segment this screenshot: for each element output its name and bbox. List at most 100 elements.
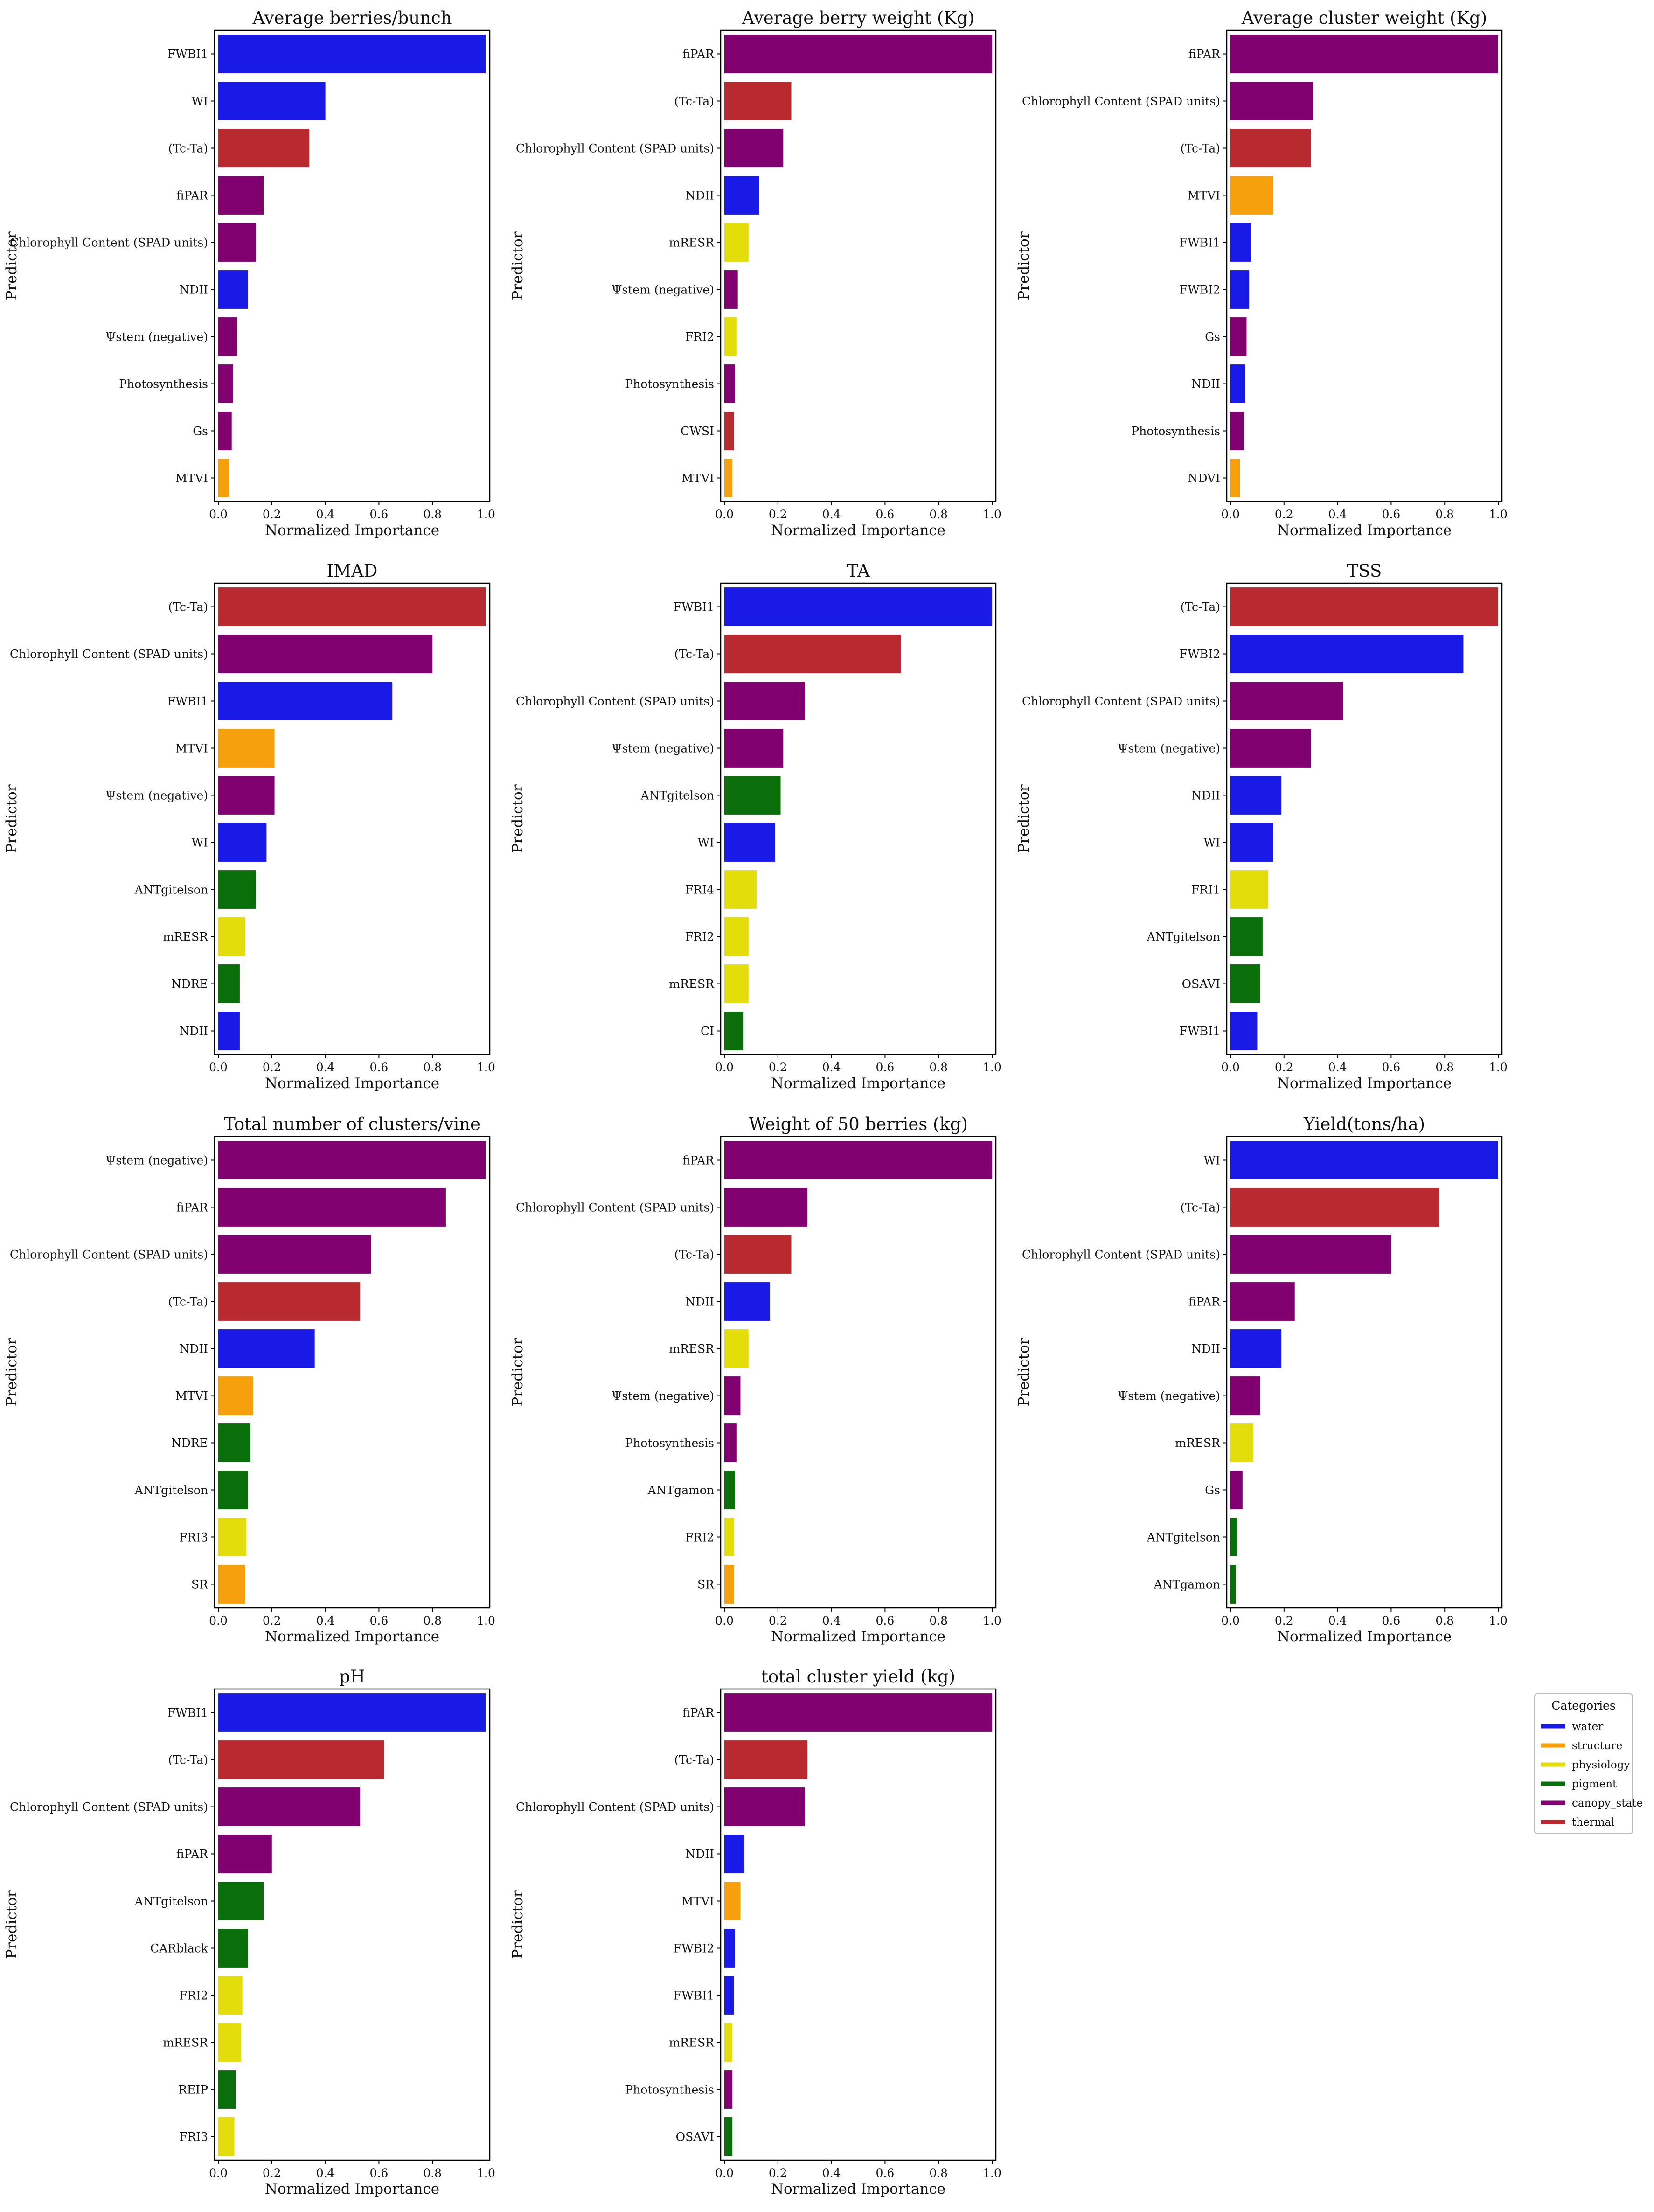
y-tick-label: Photosynthesis <box>1131 425 1220 438</box>
y-tick-label: NDII <box>685 1848 714 1861</box>
y-tick-label: Chlorophyll Content (SPAD units) <box>10 648 208 661</box>
x-tick-label: 0.2 <box>769 508 787 521</box>
bar <box>218 1976 243 2015</box>
chart-title: Average berries/bunch <box>252 8 452 28</box>
bar <box>218 270 248 309</box>
y-tick-label: FWBI2 <box>1180 283 1220 297</box>
legend-label: pigment <box>1572 1778 1617 1790</box>
y-tick-label: MTVI <box>1188 189 1220 202</box>
y-tick-label: CI <box>701 1025 714 1038</box>
bar <box>724 2117 733 2156</box>
x-axis-label: Normalized Importance <box>771 522 945 539</box>
bar <box>218 1012 240 1050</box>
y-tick-label: OSAVI <box>676 2130 714 2144</box>
bar <box>218 1835 272 1873</box>
bar <box>218 729 275 768</box>
axes-frame <box>720 1688 997 2161</box>
x-axis-label: Normalized Importance <box>265 1628 439 1645</box>
chart-panel: TA FWBI1 (Tc-Ta) Chlorophyll Content (SPAD … <box>509 561 1001 1092</box>
y-tick-label: NDII <box>179 1342 208 1356</box>
y-tick-label: mRESR <box>1175 1437 1221 1450</box>
bar <box>1230 176 1273 215</box>
y-tick-label: (Tc-Ta) <box>1181 600 1220 614</box>
y-tick-label: SR <box>191 1578 208 1591</box>
bar <box>218 1518 247 1556</box>
x-tick-label: 0.2 <box>1275 1614 1293 1627</box>
bar <box>724 1518 734 1556</box>
bar <box>1230 1282 1295 1321</box>
x-tick-label: 1.0 <box>983 508 1001 521</box>
chart-title: Total number of clusters/vine <box>224 1114 480 1134</box>
bar <box>724 776 781 815</box>
x-tick-label: 0.0 <box>209 1061 228 1074</box>
x-tick-label: 1.0 <box>1489 1061 1508 1074</box>
y-tick-label: Gs <box>1205 1484 1220 1497</box>
bar <box>218 1188 446 1227</box>
y-tick-label: mRESR <box>163 930 208 944</box>
y-tick-label: FWBI1 <box>1180 1025 1220 1038</box>
bar <box>1230 1329 1282 1368</box>
bar <box>218 364 233 403</box>
bar <box>1230 1518 1237 1556</box>
y-tick-label: FRI1 <box>1191 883 1220 897</box>
bar <box>1230 1235 1391 1274</box>
y-tick-label: (Tc-Ta) <box>674 648 714 661</box>
x-tick-label: 0.0 <box>715 2166 734 2180</box>
y-axis-label: Predictor <box>509 1890 526 1959</box>
y-tick-label: FWBI1 <box>167 48 208 61</box>
x-tick-label: 0.0 <box>209 508 228 521</box>
bar <box>218 129 310 167</box>
chart-panel: Total number of clusters/vine Ψstem (nega… <box>3 1114 495 1645</box>
bar <box>1230 1188 1439 1227</box>
bar <box>724 129 784 167</box>
bar <box>724 1565 734 1604</box>
bar <box>724 1929 735 1968</box>
bar <box>218 1740 384 1779</box>
bar <box>724 35 992 73</box>
y-axis-label: Predictor <box>509 1338 526 1406</box>
y-tick-label: Ψstem (negative) <box>105 330 208 344</box>
bar <box>218 964 240 1003</box>
bar <box>218 776 275 815</box>
x-tick-label: 0.6 <box>370 1061 389 1074</box>
bar <box>218 1693 486 1732</box>
x-tick-label: 0.8 <box>929 1614 948 1627</box>
y-tick-label: ANTgitelson <box>640 789 714 802</box>
y-tick-label: Chlorophyll Content (SPAD units) <box>516 1201 714 1214</box>
y-tick-label: FWBI1 <box>167 695 208 708</box>
y-axis-label: Predictor <box>1015 1338 1032 1406</box>
y-tick-label: mRESR <box>163 2036 208 2050</box>
bar <box>218 2070 236 2109</box>
y-tick-label: FRI2 <box>179 1989 208 2003</box>
bar <box>218 459 229 497</box>
y-tick-label: (Tc-Ta) <box>168 600 208 614</box>
x-tick-label: 0.4 <box>822 508 841 521</box>
x-tick-label: 0.8 <box>1435 1614 1454 1627</box>
y-tick-label: WI <box>191 836 208 850</box>
chart-panel: Yield(tons/ha) WI (Tc-Ta) Chlorophyll Conte… <box>1015 1114 1508 1645</box>
y-tick-label: fiPAR <box>176 1848 208 1861</box>
y-tick-label: Ψstem (negative) <box>105 789 208 802</box>
x-tick-label: 1.0 <box>477 508 495 521</box>
bar <box>724 587 992 626</box>
y-tick-label: fiPAR <box>1188 1295 1221 1309</box>
legend-label: structure <box>1572 1740 1622 1752</box>
bar <box>724 964 749 1003</box>
y-tick-label: ANTgitelson <box>134 1484 208 1497</box>
bar <box>218 823 267 862</box>
bar <box>218 1929 248 1968</box>
bar <box>724 1329 749 1368</box>
y-tick-label: mRESR <box>669 1342 715 1356</box>
axes-frame <box>1226 582 1503 1055</box>
x-tick-label: 0.8 <box>1435 1061 1454 1074</box>
bar <box>1230 129 1311 167</box>
x-tick-label: 0.0 <box>1221 1061 1240 1074</box>
y-tick-label: (Tc-Ta) <box>674 1248 714 1262</box>
chart-title: Yield(tons/ha) <box>1303 1114 1425 1134</box>
y-tick-label: Gs <box>1205 330 1220 344</box>
x-tick-label: 0.0 <box>1221 1614 1240 1627</box>
y-tick-label: (Tc-Ta) <box>1181 1201 1220 1214</box>
chart-title: TSS <box>1347 561 1382 581</box>
bar <box>218 870 256 909</box>
y-tick-label: CWSI <box>681 425 714 438</box>
